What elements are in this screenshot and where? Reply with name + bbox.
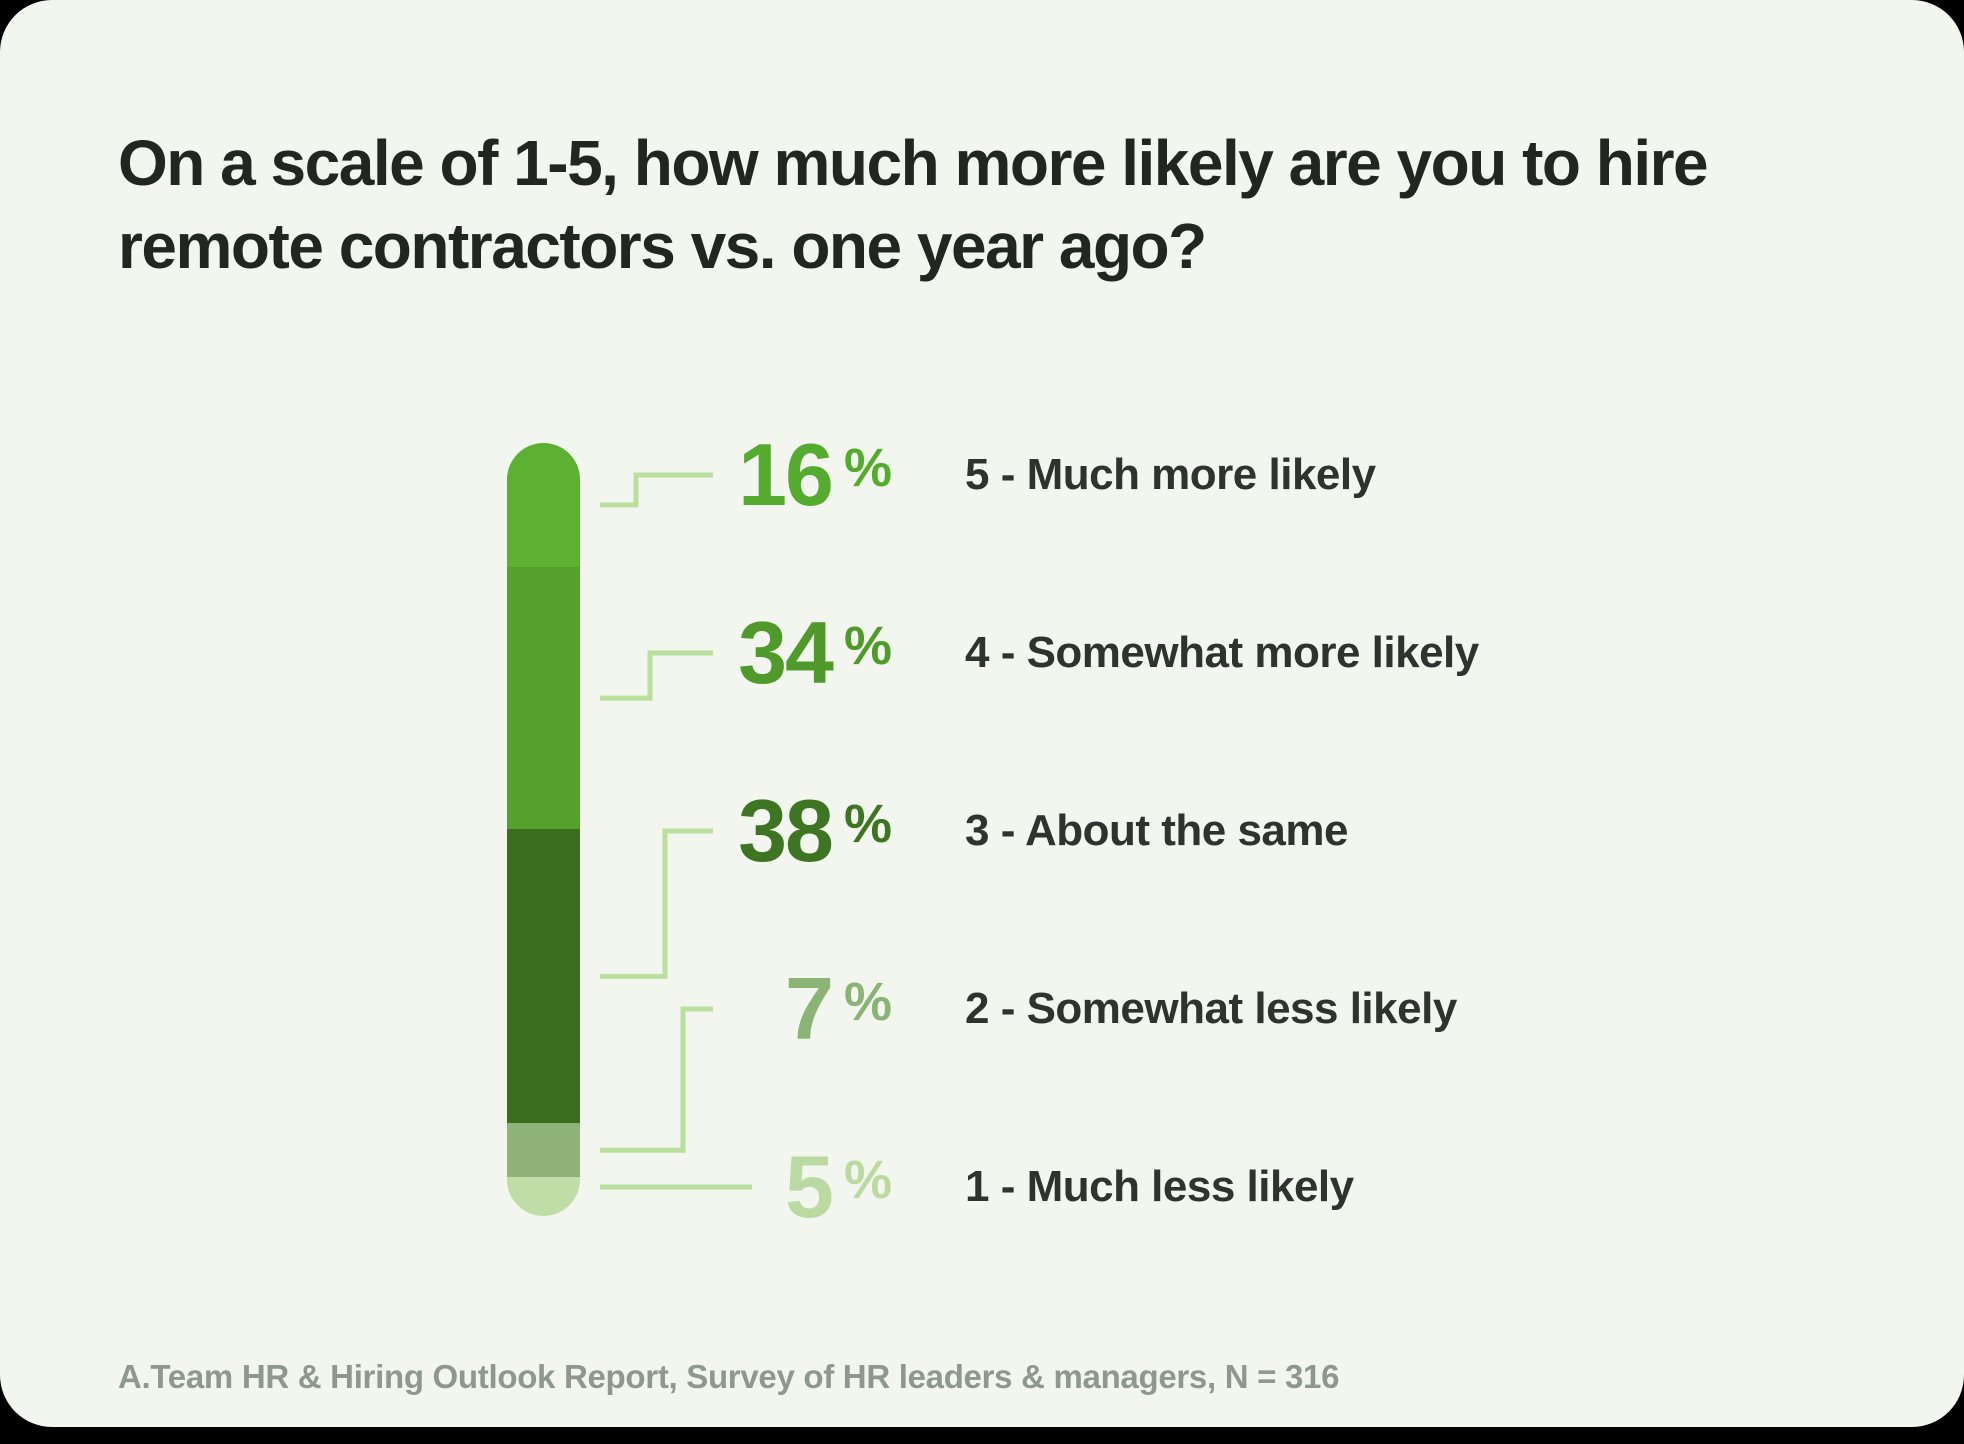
chart-title-line2: remote contractors vs. one year ago? xyxy=(118,210,1207,282)
percent-sign: % xyxy=(843,972,892,1032)
rating-label: 5 - Much more likely xyxy=(965,450,1376,499)
chart-row-2: 7% 2 - Somewhat less likely xyxy=(700,954,1850,1064)
chart-title: On a scale of 1-5, how much more likely … xyxy=(118,122,1709,288)
percentage-value: 5 xyxy=(785,1137,834,1236)
bar-segment-5 xyxy=(507,443,580,567)
rating-label: 4 - Somewhat more likely xyxy=(965,628,1479,677)
bar-segment-2 xyxy=(507,1123,580,1178)
percent-sign: % xyxy=(843,1150,892,1210)
percentage-value: 7 xyxy=(785,959,834,1058)
connector-line-4 xyxy=(600,650,713,701)
percent-sign: % xyxy=(843,438,892,498)
chart-row-4: 34% 4 - Somewhat more likely xyxy=(700,598,1850,708)
rating-label: 1 - Much less likely xyxy=(965,1162,1354,1211)
percentage: 7% xyxy=(700,954,892,1064)
connector-line-5 xyxy=(600,472,713,508)
connector-line-3 xyxy=(600,828,713,979)
rating-label: 3 - About the same xyxy=(965,806,1348,855)
chart-row-5: 16% 5 - Much more likely xyxy=(700,420,1850,530)
chart-row-3: 38% 3 - About the same xyxy=(700,776,1850,886)
chart-row-1: 5% 1 - Much less likely xyxy=(700,1132,1850,1242)
percentage: 16% xyxy=(700,420,892,530)
rating-label: 2 - Somewhat less likely xyxy=(965,984,1457,1033)
percentage-value: 38 xyxy=(738,781,834,880)
bar-segment-4 xyxy=(507,566,580,830)
percentage: 38% xyxy=(700,776,892,886)
percent-sign: % xyxy=(843,616,892,676)
percentage: 34% xyxy=(700,598,892,708)
percent-sign: % xyxy=(843,794,892,854)
percentage: 5% xyxy=(700,1132,892,1242)
percentage-value: 16 xyxy=(738,425,834,524)
bar-segment-3 xyxy=(507,829,580,1124)
source-note: A.Team HR & Hiring Outlook Report, Surve… xyxy=(118,1358,1340,1395)
stacked-bar xyxy=(507,443,580,1216)
chart-title-line1: On a scale of 1-5, how much more likely … xyxy=(118,127,1709,199)
percentage-value: 34 xyxy=(738,603,834,702)
connector-line-2 xyxy=(600,1006,713,1153)
